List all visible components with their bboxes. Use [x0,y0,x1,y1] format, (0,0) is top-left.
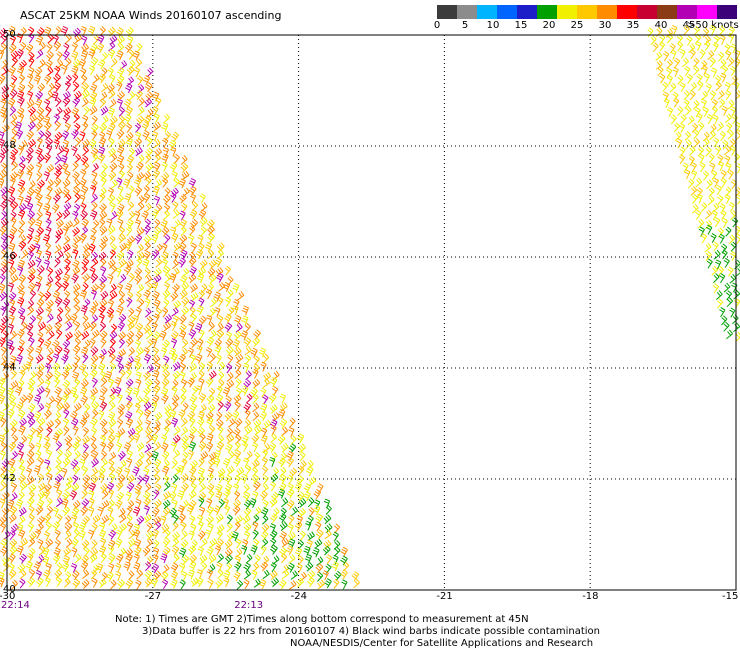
colorbar-segment [697,5,718,19]
swath-time-label: 22:13 [234,600,264,611]
longitude-tick-label: -30 [0,591,16,602]
colorbar-label: 30 [598,20,612,31]
wind-barbs-main-swath [0,25,360,590]
colorbar-label: 35 [626,20,640,31]
longitude-tick-label: -21 [436,591,453,602]
colorbar-segment [437,5,458,19]
latitude-tick-label: 48 [3,140,16,151]
colorbar-segment [717,5,737,19]
colorbar-labels: 0 5 10 15 20 25 30 35 40 45 >50 knots [433,20,739,34]
wind-speed-colorbar [437,5,737,19]
map-title: ASCAT 25KM NOAA Winds 20160107 ascending [20,9,282,22]
colorbar-label: 25 [570,20,584,31]
latitude-tick-label: 40 [3,584,16,595]
colorbar-segment [457,5,478,19]
latitude-tick-label: 50 [3,29,16,40]
colorbar-label: 20 [542,20,556,31]
longitude-tick-label: -27 [144,591,162,602]
colorbar-segment [577,5,598,19]
colorbar-label: 45 [682,20,696,31]
colorbar-label: 10 [486,20,500,31]
longitude-tick-label: -15 [722,591,739,602]
swath-time-label: 22:14 [1,600,30,611]
longitude-tick-label: -18 [582,591,599,602]
colorbar-segment [657,5,678,19]
note-line-3: NOAA/NESDIS/Center for Satellite Applica… [290,638,594,649]
map-frame [6,34,737,591]
latitude-tick-label: 46 [3,251,16,262]
colorbar-label: >50 knots [687,20,739,31]
note-line-2: 3)Data buffer is 22 hrs from 20160107 4)… [142,626,600,637]
colorbar-label: 40 [654,20,668,31]
colorbar-label: 5 [461,20,469,31]
colorbar-label: 0 [433,20,441,31]
colorbar-segment [597,5,618,19]
wind-barbs-right-swath [647,25,740,342]
colorbar-segment [537,5,558,19]
colorbar-segment [557,5,578,19]
colorbar-segment [677,5,698,19]
colorbar-segment [497,5,518,19]
longitude-tick-label: -24 [290,591,307,602]
latitude-tick-label: 42 [3,473,16,484]
latitude-tick-label: 44 [3,362,16,373]
wind-map[interactable] [0,0,740,612]
note-line-1: Note: 1) Times are GMT 2)Times along bot… [115,614,529,625]
colorbar-label: 15 [514,20,528,31]
colorbar-segment [517,5,538,19]
colorbar-segment [617,5,638,19]
colorbar-segment [477,5,498,19]
colorbar-segment [637,5,658,19]
